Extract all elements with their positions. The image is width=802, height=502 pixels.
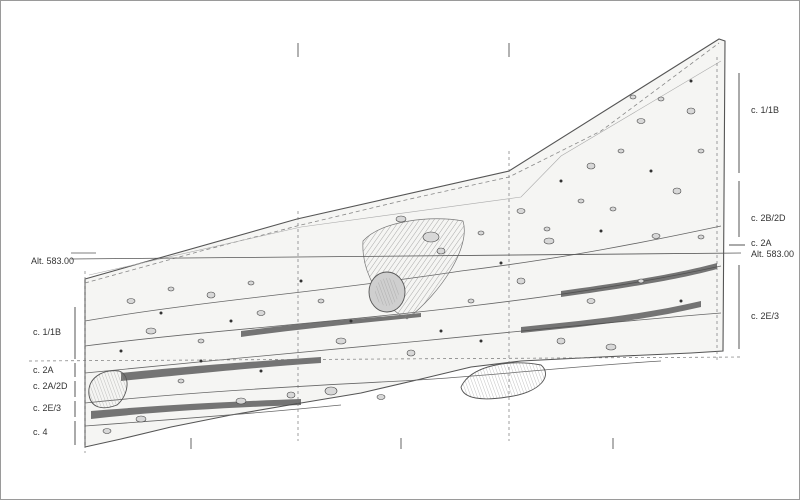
left-layer-label: c. 2A <box>33 365 54 375</box>
left-layer-label: c. 2A/2D <box>33 381 68 391</box>
right-brackets <box>729 73 745 349</box>
left-layer-label: c. 2E/3 <box>33 403 61 413</box>
gravel-dark <box>119 79 693 373</box>
datum-line <box>70 252 742 260</box>
elevation-label-right: Alt. 583.00 <box>751 249 794 259</box>
upper-slope-line <box>88 60 722 276</box>
lower-grid-line <box>28 356 742 362</box>
left-layer-label: c. 4 <box>33 427 48 437</box>
grid-ticks-top <box>297 43 718 57</box>
surface-dashed-line <box>84 42 720 284</box>
elevation-label-left: Alt. 583.00 <box>31 256 74 266</box>
right-layer-label: c. 2A <box>751 238 772 248</box>
right-layer-label: c. 2E/3 <box>751 311 779 321</box>
left-layer-label: c. 1/1B <box>33 327 61 337</box>
stone-left <box>88 370 128 409</box>
right-layer-label: c. 1/1B <box>751 105 779 115</box>
grid-verticals <box>84 57 718 453</box>
right-layer-label: c. 2B/2D <box>751 213 786 223</box>
gravel-clasts <box>102 94 705 434</box>
grid-ticks-bottom <box>190 438 614 449</box>
stone-right <box>460 362 546 400</box>
